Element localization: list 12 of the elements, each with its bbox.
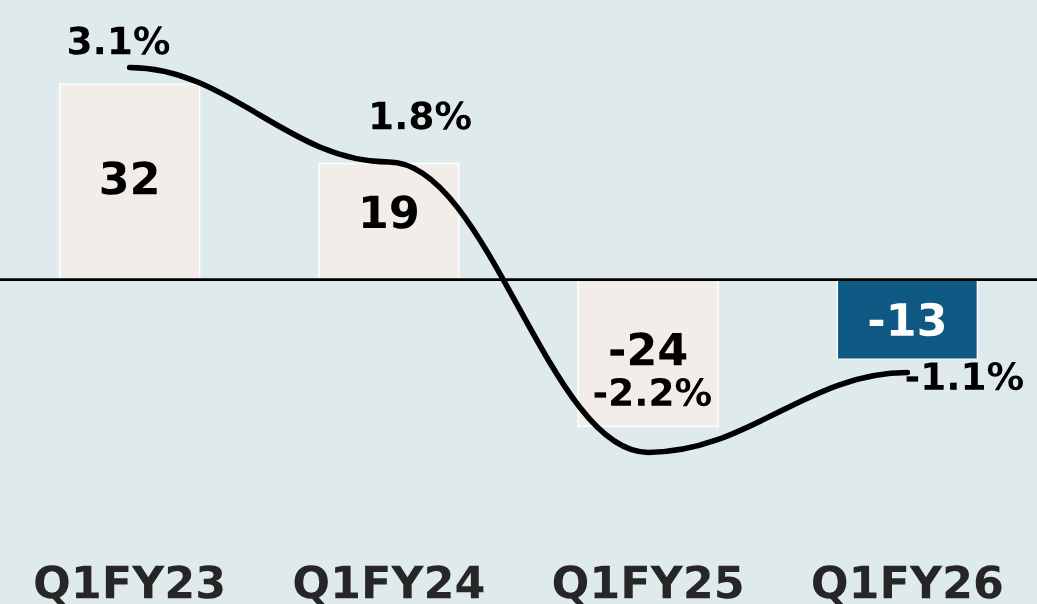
x-tick-label: Q1FY26 [813,565,1002,604]
x-tick-label: Q1FY23 [35,565,223,604]
data-label: 1.8% [372,101,471,130]
data-label: 32 [101,161,157,195]
data-label: -13 [869,302,944,337]
x-tick-label: Q1FY25 [553,565,742,604]
data-label: -1.1% [906,361,1023,391]
data-label: 19 [362,195,417,229]
data-label: -24 [610,332,687,366]
data-label: 3.1% [69,26,170,55]
x-tick-label: Q1FY24 [294,565,484,604]
data-label: -2.2% [594,377,711,407]
